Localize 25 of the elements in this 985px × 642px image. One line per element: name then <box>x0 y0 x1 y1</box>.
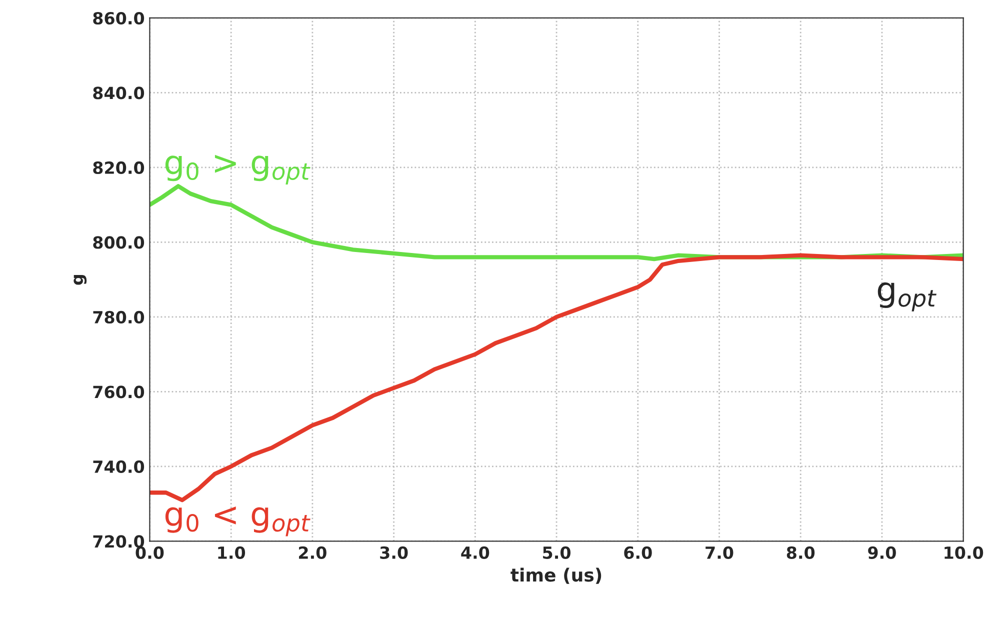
y-axis-title: g <box>74 275 87 285</box>
x-tick-label: 6.0 <box>624 546 652 559</box>
x-tick-label: 0.0 <box>136 546 164 559</box>
x-tick-label: 4.0 <box>461 546 490 559</box>
x-tick-label: 2.0 <box>299 546 326 559</box>
y-tick-label: 780.0 <box>93 310 144 324</box>
x-tick-label: 8.0 <box>786 546 815 559</box>
y-tick-label: 740.0 <box>93 460 144 474</box>
x-axis-title: time (us) <box>510 568 602 584</box>
x-tick-label: 10.0 <box>944 546 984 559</box>
line-series <box>150 253 964 502</box>
y-tick-label: 840.0 <box>93 86 144 100</box>
y-tick-label: 720.0 <box>93 535 144 548</box>
x-tick-label: 7.0 <box>706 546 734 559</box>
y-tick-label: 800.0 <box>93 236 144 249</box>
y-tick-label: 760.0 <box>93 386 144 398</box>
x-tick-label: 3.0 <box>380 546 408 559</box>
series-label: g$_{0}$ > g$_{opt}$ <box>165 154 310 185</box>
x-tick-label: 9.0 <box>868 546 896 559</box>
x-tick-label: 1.0 <box>218 546 246 559</box>
annotation: g$_{opt}$ <box>878 282 936 312</box>
y-tick-label: 860.0 <box>93 12 144 25</box>
y-tick-label: 820.0 <box>93 161 144 174</box>
series-label: g$_{0}$ < g$_{opt}$ <box>165 506 310 536</box>
x-tick-label: 5.0 <box>543 546 570 559</box>
